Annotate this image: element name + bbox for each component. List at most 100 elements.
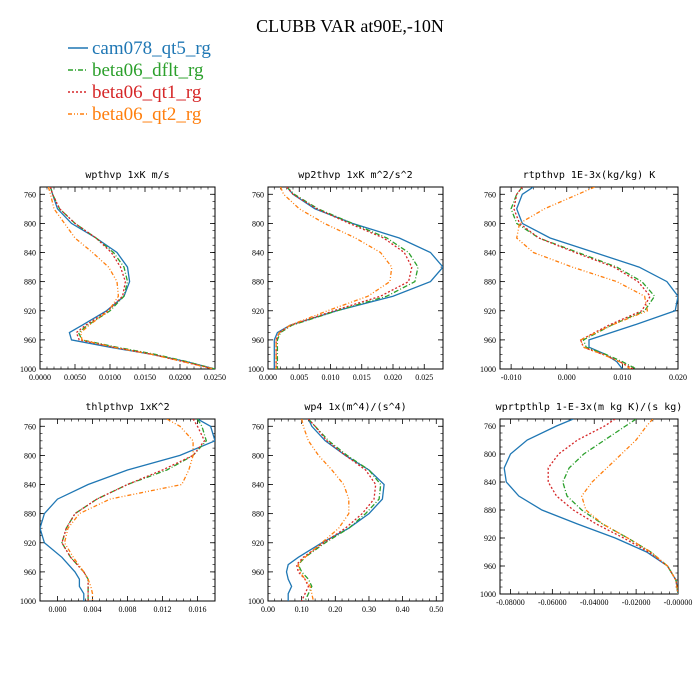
x-tick-label: 0.000 (259, 373, 277, 382)
x-tick-label: 0.000 (558, 373, 576, 382)
panel-wpthvp: wpthvp 1xK m/s76080084088092096010000.00… (20, 170, 226, 382)
y-tick-label: 840 (24, 481, 36, 490)
x-tick-label: 0.008 (119, 605, 137, 614)
y-tick-label: 960 (484, 336, 496, 345)
y-tick-label: 760 (24, 190, 36, 199)
panel-title: wpthvp 1xK m/s (85, 170, 169, 181)
series-line-beta06_dflt_rg (297, 419, 382, 601)
panel-rtpthvp: rtpthvp 1E-3x(kg/kg) K 760 800 840 880 920 960… (480, 170, 687, 382)
series-line-beta06_dflt_rg (276, 187, 419, 369)
x-tick-label: 0.0250 (204, 373, 226, 382)
panel-wp2thvp: wp2thvp 1xK m^2/s^2 760 800 840 880 920 960 100… (248, 170, 444, 382)
y-tick-label: 960 (24, 336, 36, 345)
y-tick-label: 800 (484, 219, 496, 228)
y-tick-label: 800 (24, 219, 36, 228)
y-tick-label: 920 (24, 307, 36, 316)
x-tick-label: 0.0200 (169, 373, 191, 382)
series-line-beta06_dflt_rg (510, 187, 656, 369)
x-tick-label: 0.020 (669, 373, 687, 382)
y-tick-label: 840 (252, 481, 264, 490)
series-line-beta06_dflt_rg (61, 419, 208, 601)
y-tick-label: 920 (484, 307, 496, 316)
y-tick-label: 1000 (480, 365, 496, 374)
panel-thlpthvp: thlpthvp 1xK^2 760 800 840 880 920 960 1000 0.00… (20, 402, 216, 614)
y-tick-label: 800 (24, 451, 36, 460)
series-line-beta06_qt2_rg (515, 187, 649, 369)
series-line-beta06_qt1_rg (61, 419, 206, 601)
x-tick-label: 0.40 (396, 605, 410, 614)
y-tick-label: 880 (24, 510, 36, 519)
x-tick-label: 0.0150 (134, 373, 156, 382)
x-tick-label: 0.015 (353, 373, 371, 382)
y-tick-label: 760 (484, 422, 496, 431)
x-tick-label: -0.010 (501, 373, 522, 382)
y-tick-label: 920 (252, 307, 264, 316)
x-tick-label: 0.012 (154, 605, 172, 614)
y-tick-label: 760 (24, 422, 36, 431)
x-tick-label: -0.06000 (538, 598, 567, 607)
legend-label-0: cam078_qt5_rg (92, 38, 211, 59)
y-tick-label: 1000 (20, 365, 36, 374)
panel-title: wp4 1x(m^4)/(s^4) (304, 402, 406, 413)
y-tick-label: 800 (252, 219, 264, 228)
x-tick-label: -0.00000 (664, 598, 693, 607)
series-line-beta06_qt2_rg (47, 187, 214, 369)
x-tick-label: 0.30 (362, 605, 376, 614)
x-tick-label: 0.20 (328, 605, 342, 614)
y-tick-label: 880 (484, 506, 496, 515)
series-line-beta06_qt1_rg (513, 187, 651, 369)
series-line-beta06_dflt_rg (562, 419, 678, 594)
y-tick-label: 880 (252, 510, 264, 519)
y-tick-label: 920 (24, 539, 36, 548)
y-tick-label: 1000 (248, 365, 264, 374)
panel-title: wprtpthlp 1-E-3x(m kg K)/(s kg) (496, 402, 683, 413)
y-tick-label: 960 (252, 568, 264, 577)
y-tick-label: 880 (484, 278, 496, 287)
x-tick-label: 0.010 (613, 373, 631, 382)
series-line-beta06_qt2_rg (275, 187, 393, 369)
y-tick-label: 920 (484, 534, 496, 543)
plot-frame (499, 418, 679, 595)
y-tick-label: 1000 (480, 590, 496, 599)
x-tick-label: 0.010 (322, 373, 340, 382)
panel-title: wp2thvp 1xK m^2/s^2 (298, 170, 412, 181)
panel-wprtpthlp: wprtpthlp 1-E-3x(m kg K)/(s kg)760 800 840… (480, 402, 692, 607)
series-line-beta06_qt2_rg (580, 419, 678, 594)
x-tick-label: 0.000 (49, 605, 67, 614)
x-tick-label: 0.0100 (99, 373, 121, 382)
legend: cam078_qt5_rg beta06_dflt_rg beta06_qt1_… (68, 38, 211, 125)
panel-title: rtpthvp 1E-3x(kg/kg) K (523, 170, 655, 181)
x-tick-label: 0.005 (290, 373, 308, 382)
y-tick-label: 840 (24, 249, 36, 258)
y-tick-label: 800 (484, 450, 496, 459)
y-tick-label: 840 (484, 249, 496, 258)
legend-label-3: beta06_qt2_rg (92, 104, 202, 125)
x-tick-label: 0.0050 (64, 373, 86, 382)
x-tick-label: 0.004 (84, 605, 102, 614)
y-tick-label: 880 (252, 278, 264, 287)
y-tick-label: 880 (24, 278, 36, 287)
y-tick-label: 840 (484, 478, 496, 487)
series-line-beta06_qt1_rg (275, 187, 413, 369)
x-tick-label: 0.025 (415, 373, 433, 382)
y-tick-label: 1000 (20, 597, 36, 606)
x-tick-label: -0.04000 (580, 598, 609, 607)
panel-title: thlpthvp 1xK^2 (85, 402, 169, 413)
x-tick-label: -0.08000 (496, 598, 525, 607)
figure-title: CLUBB VAR at90E,-10N (256, 16, 444, 36)
y-tick-label: 760 (252, 422, 264, 431)
x-tick-label: 0.020 (384, 373, 402, 382)
series-line-cam078_qt5_rg (40, 419, 215, 601)
plot-frame (39, 186, 216, 370)
x-tick-label: 0.00 (261, 605, 275, 614)
x-tick-label: 0.0000 (29, 373, 51, 382)
y-tick-label: 960 (24, 568, 36, 577)
y-tick-label: 920 (252, 539, 264, 548)
legend-label-2: beta06_qt1_rg (92, 82, 202, 103)
x-tick-label: 0.50 (429, 605, 443, 614)
x-tick-label: -0.02000 (622, 598, 651, 607)
x-tick-label: 0.016 (189, 605, 207, 614)
y-tick-label: 960 (252, 336, 264, 345)
y-tick-label: 1000 (248, 597, 264, 606)
